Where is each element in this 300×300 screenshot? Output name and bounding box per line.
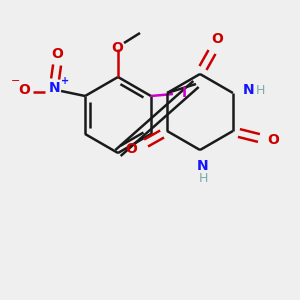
Text: O: O [111,41,123,55]
Text: O: O [125,142,137,156]
Text: H: H [256,85,266,98]
Text: N: N [48,81,60,95]
Text: O: O [267,133,279,147]
Text: +: + [61,76,69,86]
Text: N: N [243,83,255,97]
Text: I: I [181,86,187,100]
Text: O: O [211,32,223,46]
Text: N: N [197,159,209,173]
Text: O: O [51,47,63,61]
Text: H: H [198,172,208,184]
Text: −: − [11,76,20,86]
Text: O: O [18,83,30,97]
